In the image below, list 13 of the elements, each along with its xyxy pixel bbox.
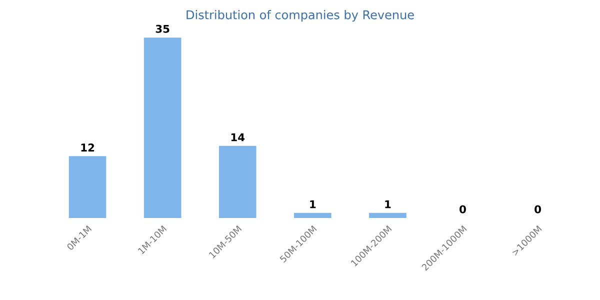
data-label: 1 bbox=[310, 200, 316, 208]
data-label: 0 bbox=[460, 205, 466, 214]
data-label: 1 bbox=[385, 200, 391, 208]
data-label: 35 bbox=[156, 24, 170, 33]
bar bbox=[144, 38, 182, 218]
bar bbox=[369, 212, 406, 218]
data-label: 14 bbox=[231, 133, 245, 142]
bar bbox=[218, 146, 256, 218]
bar bbox=[294, 212, 332, 218]
bar bbox=[68, 156, 106, 218]
data-label: 12 bbox=[81, 144, 94, 152]
data-label: 0 bbox=[534, 205, 541, 214]
chart-title: Distribution of companies by Revenue bbox=[186, 10, 414, 22]
